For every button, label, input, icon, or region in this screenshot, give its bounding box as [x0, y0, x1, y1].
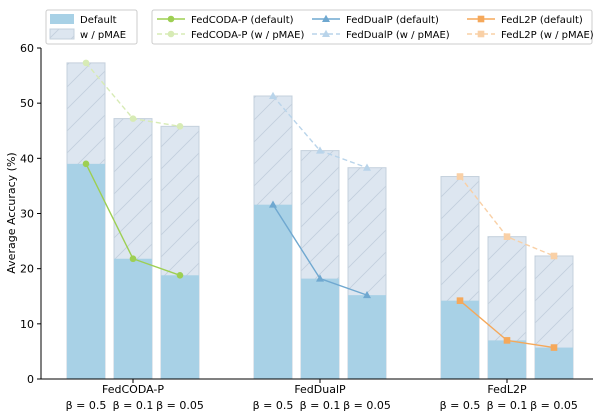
bar-default	[301, 278, 339, 379]
data-point	[503, 233, 511, 240]
data-point	[129, 255, 137, 263]
series-lines	[82, 59, 558, 351]
legend-label: FedCODA-P (default)	[191, 15, 294, 26]
data-point	[129, 115, 137, 122]
bar-default	[114, 258, 152, 379]
beta-label: β = 0.05	[530, 399, 578, 412]
x-group-label: FedCODA-P	[102, 383, 164, 396]
data-point	[363, 163, 371, 171]
legend-label: FedDualP (w / pMAE)	[346, 30, 450, 41]
bar-default	[535, 347, 573, 379]
legend-swatch	[50, 14, 74, 24]
legend-label: Default	[80, 15, 117, 26]
data-point	[456, 173, 464, 180]
bar-default	[67, 163, 105, 379]
data-point	[503, 337, 511, 344]
legend-label: w / pMAE	[80, 30, 126, 41]
y-tick-label: 40	[20, 152, 34, 165]
legend-label: FedDualP (default)	[346, 15, 439, 26]
data-point	[363, 290, 371, 299]
beta-label: β = 0.05	[343, 399, 391, 412]
data-point	[316, 146, 324, 154]
legend-marker	[322, 14, 330, 22]
data-point	[176, 271, 184, 279]
bar-default	[488, 340, 526, 379]
data-point	[550, 252, 558, 260]
beta-label: β = 0.1	[487, 399, 528, 412]
legend-marker	[477, 15, 485, 23]
legend-marker	[167, 15, 175, 23]
data-point	[269, 91, 277, 99]
legend-label: FedL2P (default)	[501, 15, 583, 26]
y-tick-label: 60	[20, 42, 34, 55]
legend: Default w / pMAE FedCODA-P (default) FedCOD…	[45, 9, 594, 45]
beta-label: β = 0.5	[440, 399, 481, 412]
data-point	[316, 274, 324, 282]
default-bars	[67, 163, 573, 379]
y-axis-label: Average Accuracy (%)	[5, 152, 18, 273]
x-group-label: FedL2P	[487, 383, 527, 396]
beta-label: β = 0.5	[66, 399, 107, 412]
data-point	[82, 160, 90, 168]
legend-marker	[167, 30, 175, 38]
legend-marker	[477, 30, 485, 38]
axes: Average Accuracy (%) 0 10 20 30 40 50 60 FedCOD…	[5, 42, 593, 412]
x-group-label: FedDualP	[294, 383, 346, 396]
legend-marker	[322, 29, 330, 37]
bar-default	[254, 204, 292, 379]
data-point	[456, 297, 464, 304]
beta-label: β = 0.5	[253, 399, 294, 412]
bar-default	[348, 295, 386, 379]
data-point	[82, 59, 90, 67]
legend-label: FedL2P (w / pMAE)	[501, 30, 594, 41]
y-tick-label: 20	[20, 263, 34, 276]
legend-label: FedCODA-P (w / pMAE)	[191, 30, 304, 41]
data-point	[176, 123, 184, 130]
y-tick-label: 50	[20, 97, 34, 110]
beta-label: β = 0.1	[300, 399, 341, 412]
legend-swatch	[49, 28, 75, 40]
beta-label: β = 0.1	[113, 399, 154, 412]
y-tick-label: 0	[27, 373, 34, 386]
bar-default	[161, 275, 199, 379]
y-tick-label: 10	[20, 318, 34, 331]
y-tick-label: 30	[20, 208, 34, 221]
bar-default	[441, 300, 479, 379]
beta-label: β = 0.05	[156, 399, 204, 412]
data-point	[269, 200, 277, 208]
data-point	[550, 344, 558, 351]
